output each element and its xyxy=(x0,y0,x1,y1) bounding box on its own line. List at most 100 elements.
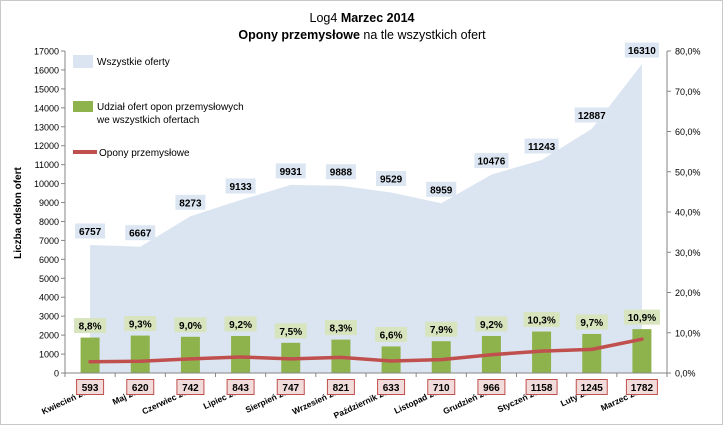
y2-tick-label: 70,0% xyxy=(675,87,701,97)
data-label-share-box xyxy=(124,316,157,332)
y-tick-label: 13000 xyxy=(34,122,59,132)
bar-share xyxy=(130,335,150,373)
data-label-industrial-tyres-box xyxy=(377,379,406,395)
y2-tick-label: 20,0% xyxy=(675,288,701,298)
data-label-share-box xyxy=(575,314,608,330)
area-all-offers xyxy=(90,64,642,373)
data-label-industrial-tyres-box xyxy=(477,379,506,395)
data-label-all-offers-box xyxy=(275,163,306,179)
data-label-all-offers-box xyxy=(426,181,457,197)
data-label-all-offers-box xyxy=(175,194,206,210)
y-tick-label: 3000 xyxy=(39,312,59,322)
data-label-share-box xyxy=(523,312,560,328)
data-label-share: 7,9% xyxy=(430,325,453,336)
data-label-industrial-tyres: 747 xyxy=(282,383,299,394)
y-tick-label: 10000 xyxy=(34,179,59,189)
y-tick-label: 14000 xyxy=(34,103,59,113)
y-tick-label: 11000 xyxy=(35,160,59,170)
data-label-all-offers: 8959 xyxy=(430,185,453,196)
legend-swatch-all-offers xyxy=(73,55,93,68)
data-label-share-box xyxy=(174,317,207,333)
data-label-share-box xyxy=(475,316,508,332)
legend-label-share-line1: Udział ofert opon przemysłowych xyxy=(97,102,244,113)
data-label-industrial-tyres: 1158 xyxy=(531,383,553,394)
data-label-all-offers-box xyxy=(125,225,156,241)
data-label-share: 10,3% xyxy=(527,316,555,327)
y-tick-label: 6000 xyxy=(39,255,59,265)
data-label-all-offers: 9888 xyxy=(330,168,353,179)
data-label-all-offers-box xyxy=(474,153,509,169)
y-tick-label: 17000 xyxy=(34,47,59,57)
data-label-share: 9,3% xyxy=(129,320,152,331)
y-tick-label: 2000 xyxy=(39,331,59,341)
data-label-all-offers-box xyxy=(624,42,659,58)
y2-tick-label: 0,0% xyxy=(675,369,696,379)
y2-tick-label: 50,0% xyxy=(675,167,701,177)
y2-tick-label: 40,0% xyxy=(675,208,701,218)
bar-share xyxy=(632,329,652,373)
data-label-all-offers: 9133 xyxy=(229,182,252,193)
bar-share xyxy=(431,341,451,373)
y-tick-label: 15000 xyxy=(34,84,59,94)
data-label-share: 9,2% xyxy=(229,320,252,331)
data-label-all-offers-box xyxy=(376,171,407,187)
data-label-share-box xyxy=(74,318,107,334)
y-axis-title: Liczba odsłon ofert xyxy=(13,166,24,258)
y-tick-label: 7000 xyxy=(39,236,59,246)
data-label-all-offers: 12887 xyxy=(578,111,606,122)
data-label-all-offers: 9931 xyxy=(280,167,303,178)
y-tick-label: 1000 xyxy=(39,350,59,360)
data-label-share-box xyxy=(324,320,357,336)
data-label-share: 9,0% xyxy=(179,321,202,332)
data-label-share: 9,2% xyxy=(480,320,503,331)
legend-swatch-share xyxy=(73,101,93,112)
chart-title: Log4 Marzec 2014 xyxy=(310,11,415,25)
data-label-share: 10,9% xyxy=(628,313,656,324)
bar-share xyxy=(180,336,200,373)
legend-label-industrial-tyres: Opony przemysłowe xyxy=(99,148,190,159)
data-label-all-offers-box xyxy=(225,178,256,194)
data-label-share: 8,8% xyxy=(79,322,102,333)
data-label-all-offers: 8273 xyxy=(179,198,202,209)
data-label-share-box xyxy=(375,326,408,342)
data-label-industrial-tyres: 966 xyxy=(483,383,500,394)
data-label-share: 8,3% xyxy=(330,324,353,335)
chart-title-prefix: Log4 xyxy=(310,11,338,25)
data-label-industrial-tyres-box xyxy=(126,379,155,395)
y-tick-label: 12000 xyxy=(34,141,59,151)
data-label-share: 9,7% xyxy=(580,318,603,329)
bar-share xyxy=(80,337,100,373)
data-label-industrial-tyres: 710 xyxy=(433,383,450,394)
data-label-industrial-tyres: 742 xyxy=(182,383,199,394)
y2-tick-label: 30,0% xyxy=(675,248,701,258)
data-label-industrial-tyres-box xyxy=(76,379,105,395)
data-label-industrial-tyres: 593 xyxy=(82,383,99,394)
y2-tick-label: 80,0% xyxy=(675,47,701,57)
data-label-industrial-tyres-box xyxy=(625,379,658,395)
data-label-industrial-tyres-box xyxy=(525,379,558,395)
chart-subtitle: Opony przemysłowe na tle wszystkich ofer… xyxy=(238,28,486,42)
chart-title-period: Marzec 2014 xyxy=(341,11,415,25)
data-label-all-offers-box xyxy=(325,164,356,180)
data-label-industrial-tyres-box xyxy=(176,379,205,395)
data-label-all-offers: 10476 xyxy=(478,157,506,168)
bar-share xyxy=(582,333,602,373)
data-label-industrial-tyres-box xyxy=(575,379,608,395)
chart-subtitle-rest: na tle wszystkich ofert xyxy=(363,28,486,42)
y-tick-label: 9000 xyxy=(39,198,59,208)
data-label-share-box xyxy=(425,321,458,337)
data-label-share-box xyxy=(224,316,257,332)
data-label-all-offers-box xyxy=(75,223,106,239)
data-label-share-box xyxy=(274,323,307,339)
data-label-all-offers-box xyxy=(524,138,559,154)
data-label-industrial-tyres: 821 xyxy=(333,383,350,394)
y-tick-label: 5000 xyxy=(39,274,59,284)
y2-tick-label: 10,0% xyxy=(675,328,701,338)
legend-label-all-offers: Wszystkie oferty xyxy=(97,57,170,68)
data-label-industrial-tyres: 1782 xyxy=(631,383,654,394)
data-label-industrial-tyres: 1245 xyxy=(581,383,604,394)
data-label-industrial-tyres: 620 xyxy=(132,383,149,394)
y-tick-label: 8000 xyxy=(39,217,59,227)
data-label-industrial-tyres-box xyxy=(427,379,456,395)
